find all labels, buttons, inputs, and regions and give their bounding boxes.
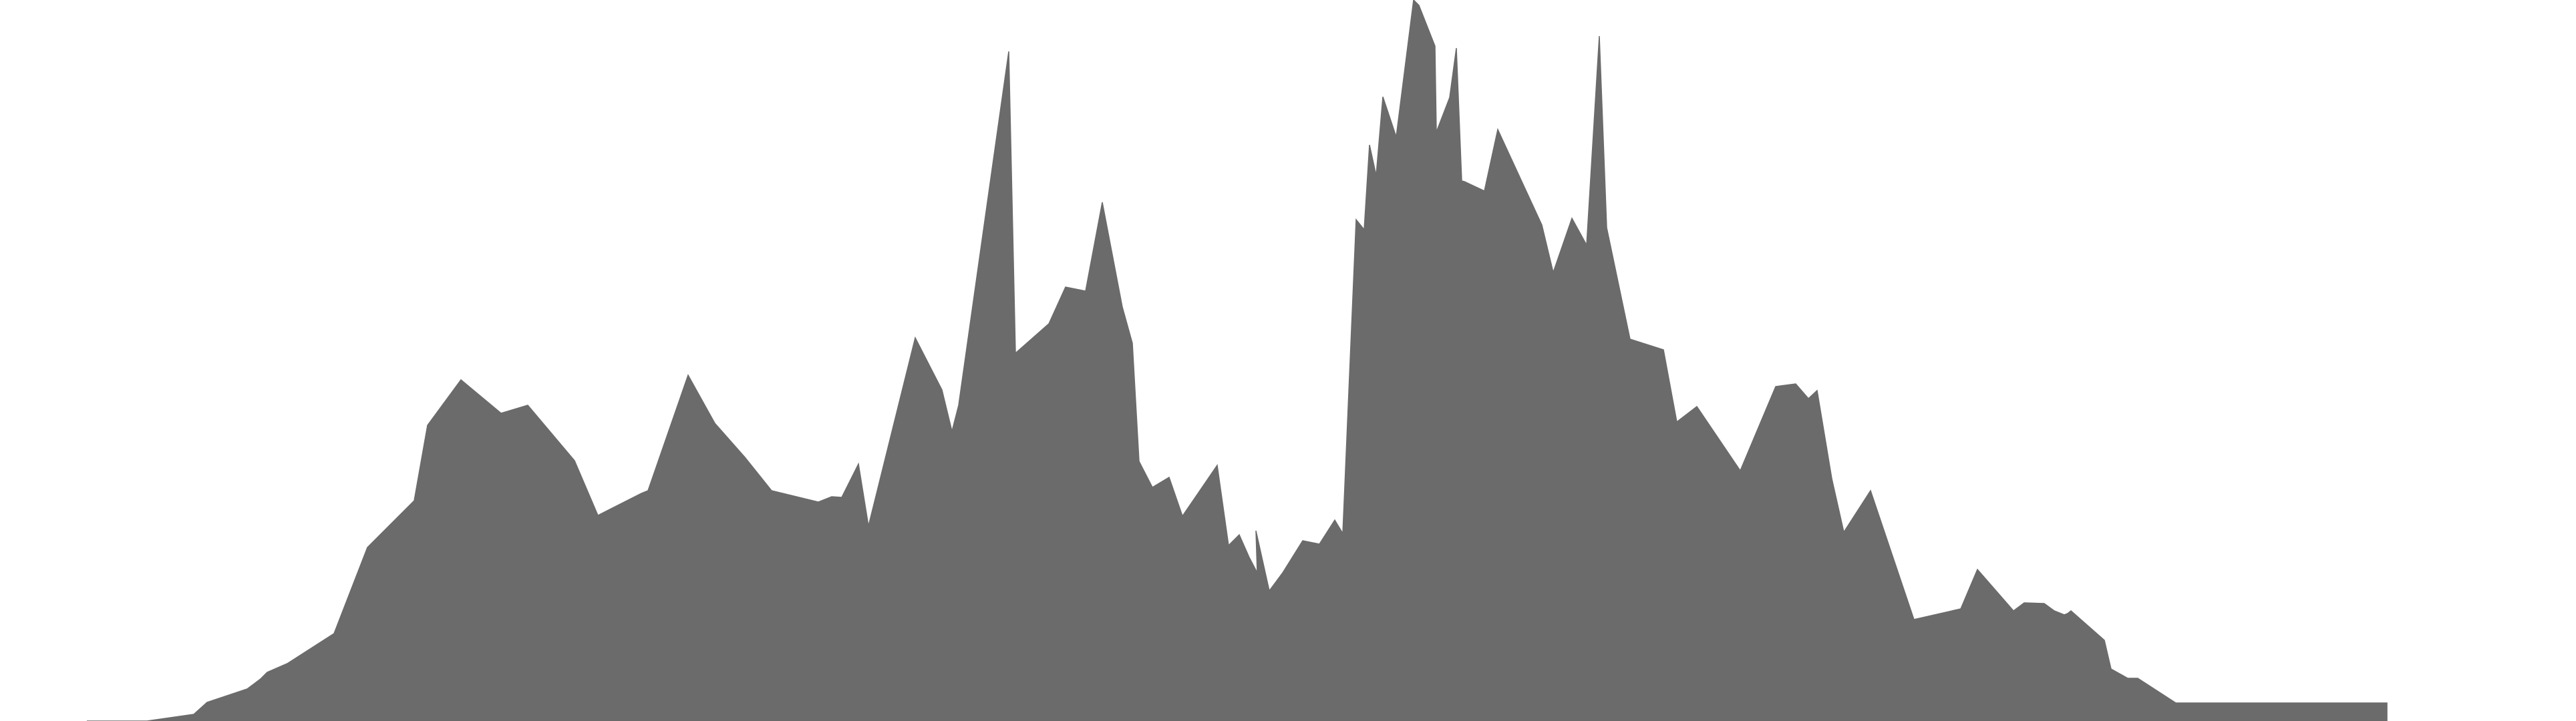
series-layer (87, 0, 2388, 721)
area-series-0 (87, 0, 2388, 721)
